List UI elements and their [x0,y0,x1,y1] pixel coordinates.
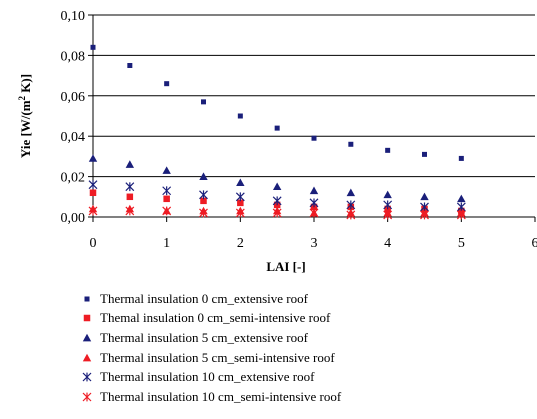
y-axis-title: Yie [W/(m2 K)] [17,74,33,158]
data-point [457,194,466,203]
series-5 [88,180,466,212]
x-tick-label: 6 [532,236,537,251]
data-point [201,99,206,105]
data-point [90,44,96,50]
x-tick-labels: 0 1 2 3 4 5 6 [90,217,537,251]
y-tick-label: 0,04 [61,130,86,145]
data-point [309,198,319,208]
legend-item: Thermal insulation 5 cm_extensive roof [80,328,520,348]
y-tick-labels: 0,00 0,02 0,04 0,06 0,08 0,10 [61,9,86,226]
data-point [235,192,245,202]
data-point [272,196,282,206]
legend-label: Themal insulation 0 cm_semi-intensive ro… [100,310,331,326]
data-point [236,178,245,187]
data-point [162,206,172,216]
data-point [346,210,356,220]
data-point [125,160,135,168]
data-point [162,186,172,196]
data-point [456,202,466,212]
data-point [346,188,356,197]
data-point [456,210,466,220]
x-tick-label: 1 [163,236,170,251]
y-tick-label: 0,06 [61,90,86,105]
legend-marker-icon [82,333,92,342]
legend-marker [84,296,90,302]
y-tick-label: 0,02 [61,171,86,186]
data-point [274,125,280,131]
data-point [237,199,244,207]
data-point [200,197,207,205]
y-tick-label: 0,10 [61,9,86,24]
y-tick-label: 0,00 [61,211,86,226]
series-3 [88,154,466,203]
data-point [309,186,319,195]
legend-label: Thermal insulation 5 cm_semi-intensive r… [100,349,335,365]
legend-marker [82,333,92,342]
data-point [88,154,98,162]
data-point [272,208,282,218]
legend-marker-icon [84,296,90,302]
legend: Thermal insulation 0 cm_extensive roof Th… [80,289,520,407]
data-point [383,210,393,220]
data-point [89,189,97,197]
data-point [348,141,354,147]
data-point [385,147,391,153]
series-1 [90,44,464,161]
x-tick-label: 2 [237,236,244,251]
legend-label: Thermal insulation 0 cm_extensive roof [100,290,308,306]
x-tick-label: 5 [458,236,465,251]
data-point [383,200,393,210]
legend-item: Thermal insulation 10 cm_extensive roof [80,367,520,387]
series-6 [88,206,466,220]
data-point [88,180,98,190]
data-point [383,190,392,199]
data-point [420,202,429,212]
legend-marker-icon [83,315,91,322]
x-tick-label: 0 [90,236,97,251]
data-points [88,44,466,220]
data-point [346,200,356,210]
data-point [127,63,133,68]
legend-marker [82,353,92,361]
data-point [235,208,245,218]
data-point [199,190,208,200]
legend-marker [82,372,92,382]
scatter-chart: 0,00 0,02 0,04 0,06 0,08 0,10 0 1 2 3 4 5 6 LAI [-]… [17,9,537,274]
data-point [311,135,317,141]
legend-item: Thermal insulation 0 cm_extensive roof [80,289,520,309]
x-axis-title: LAI [-] [266,259,305,274]
legend-marker-icon [82,392,92,402]
data-point [420,210,429,220]
legend-label: Thermal insulation 10 cm_semi-intensive … [100,388,342,404]
data-point [199,208,208,218]
data-point [126,193,134,201]
legend-item: Thermal insulation 10 cm_semi-intensive … [80,387,520,407]
data-point [420,192,429,201]
data-point [458,155,464,161]
x-tick-label: 4 [384,236,391,251]
data-point [163,195,170,203]
data-point [272,182,282,191]
data-point [164,81,170,87]
data-point [125,182,135,192]
legend-label: Thermal insulation 5 cm_extensive roof [100,329,308,345]
legend-label: Thermal insulation 10 cm_extensive roof [100,369,315,385]
data-point [125,206,135,216]
legend-marker [82,392,92,402]
y-axis-title-superscript: 2 [17,95,27,100]
x-tick-label: 3 [311,236,318,251]
y-tick-label: 0,08 [61,49,86,64]
data-point [88,206,98,216]
data-point [162,166,171,174]
legend-marker-icon [82,372,92,382]
legend-marker [83,315,91,322]
data-point [309,208,319,218]
data-point [199,172,208,180]
data-point [422,151,427,157]
legend-item: Thermal insulation 5 cm_semi-intensive r… [80,348,520,368]
legend-marker-icon [82,353,92,361]
grid-lines [88,14,535,218]
legend-item: Themal insulation 0 cm_semi-intensive ro… [80,309,520,329]
data-point [237,113,243,119]
